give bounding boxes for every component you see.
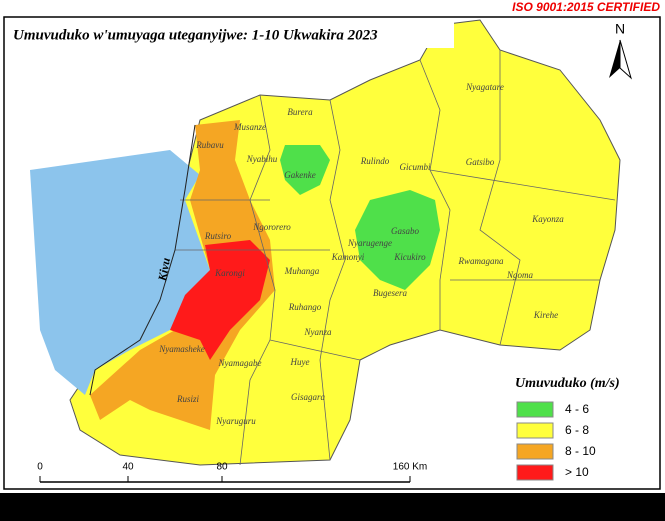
district-label: Nyanza [304, 327, 333, 337]
title-box [9, 22, 454, 48]
legend-swatch [516, 401, 554, 418]
district-label: Gisagara [291, 392, 326, 402]
district-label: Kamonyi [331, 252, 365, 262]
district-label: Nyamasheke [158, 344, 204, 354]
footer-bar [0, 493, 665, 521]
legend-swatch [516, 464, 554, 481]
district-label: Ruhango [288, 302, 322, 312]
district-borders [175, 50, 616, 466]
scale-label: 0 [37, 462, 43, 473]
north-arrow [619, 39, 632, 80]
north-label: N [615, 21, 625, 37]
district-label: Bugesera [373, 288, 407, 298]
wind-zone-orange [90, 120, 275, 430]
district-label: Kirehe [533, 310, 558, 320]
district-label: Gakenke [284, 170, 315, 180]
lake [30, 150, 210, 395]
district-label: Gatsibo [466, 157, 495, 167]
certification: ISO 9001:2015 CERTIFIED [512, 0, 660, 14]
scale-label: 40 [122, 462, 134, 473]
north-arrow [609, 40, 620, 78]
district-label: Kicukiro [393, 252, 426, 262]
lake-boundary [89, 124, 196, 396]
district-label: Ngoma [506, 270, 534, 280]
district-label: Nyabihu [246, 154, 278, 164]
district-label: Burera [287, 107, 313, 117]
wind-zone-green [280, 145, 330, 195]
district-label: Rubavu [195, 140, 224, 150]
district-label: Rusizi [176, 394, 200, 404]
district-label: Muhanga [284, 266, 320, 276]
district-label: Rwamagana [458, 256, 505, 266]
legend-swatch [516, 422, 554, 439]
district-label: Musanze [233, 122, 266, 132]
district-label: Ngororero [252, 222, 291, 232]
district-label: Rutsiro [204, 231, 232, 241]
district-label: Nyaruguru [215, 416, 256, 426]
scale-label: 160 Km [393, 462, 427, 473]
scale-label: 80 [216, 462, 228, 473]
district-label: Karongi [214, 268, 245, 278]
legend-label: 4 - 6 [565, 402, 589, 416]
wind-zone-red [170, 240, 270, 360]
legend-label: 6 - 8 [565, 423, 589, 437]
legend-swatch [516, 443, 554, 460]
district-label: Rulindo [360, 156, 390, 166]
legend-label: > 10 [565, 465, 589, 479]
district-label: Nyamagabe [218, 358, 262, 368]
legend-label: 8 - 10 [565, 444, 596, 458]
legend-title: Umuvuduko (m/s) [515, 376, 620, 391]
wind-zone-green [355, 190, 440, 290]
district-label: Kayonza [531, 214, 564, 224]
lake-label: Kivu [155, 256, 173, 283]
map-title: Umuvuduko w'umuyaga uteganyijwe: 1-10 Uk… [13, 27, 378, 43]
district-label: Gicumbi [400, 162, 431, 172]
district-label: Huye [290, 357, 310, 367]
district-label: Nyagatare [465, 82, 504, 92]
district-label: Nyarugenge [347, 238, 392, 248]
district-label: Gasabo [391, 226, 420, 236]
